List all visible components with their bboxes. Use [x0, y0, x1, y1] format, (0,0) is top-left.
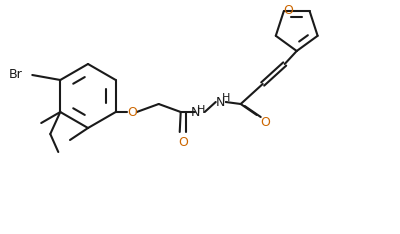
Text: H: H — [196, 105, 205, 115]
Text: O: O — [127, 106, 137, 118]
Text: N: N — [216, 95, 226, 109]
Text: N: N — [191, 106, 200, 118]
Text: Br: Br — [8, 67, 22, 80]
Text: O: O — [260, 117, 270, 129]
Text: H: H — [222, 93, 230, 103]
Text: O: O — [283, 4, 293, 17]
Text: O: O — [178, 136, 188, 150]
